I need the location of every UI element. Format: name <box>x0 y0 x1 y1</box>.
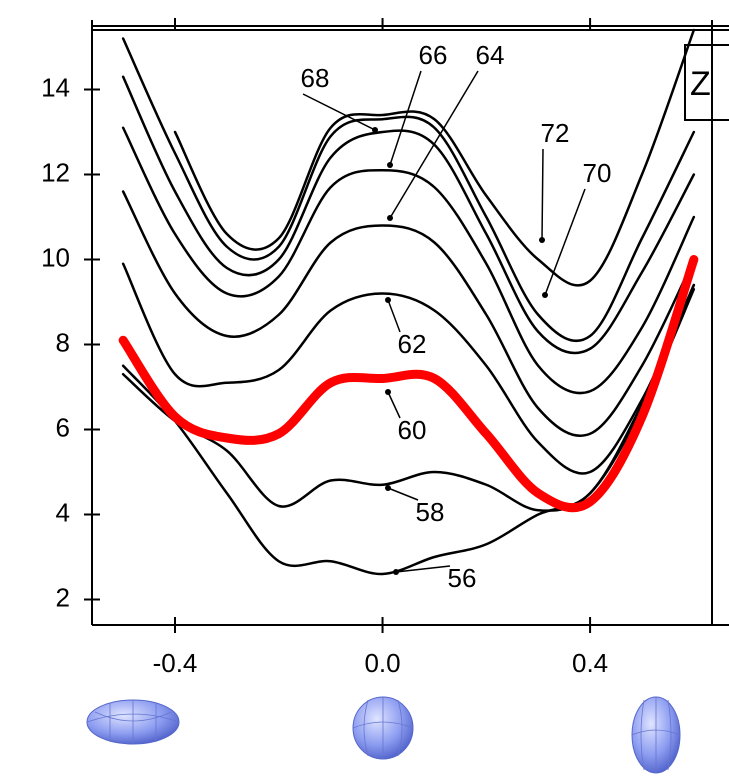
label-arrow <box>387 391 401 419</box>
series-label: 66 <box>419 40 448 70</box>
y-tick-label: 10 <box>41 242 70 272</box>
x-tick-label: 0.0 <box>364 648 400 678</box>
arrow-head <box>542 292 548 298</box>
series-line <box>118 255 699 513</box>
label-arrow <box>395 565 451 573</box>
inset-label: Z <box>690 65 711 103</box>
arrow-head <box>393 569 399 575</box>
label-arrow <box>302 93 376 131</box>
inset-box <box>684 44 729 121</box>
series-label: 60 <box>398 415 427 445</box>
label-arrow <box>387 299 401 333</box>
arrow-head <box>385 297 391 303</box>
series-line <box>121 37 696 342</box>
y-tick-label: 14 <box>41 72 70 102</box>
y-tick-label: 12 <box>41 157 70 187</box>
arrow-head <box>387 162 393 168</box>
y-tick-label: 6 <box>56 412 70 442</box>
series-label: 70 <box>583 158 612 188</box>
series-label: 72 <box>541 118 570 148</box>
series-line <box>121 75 696 355</box>
arrow-head <box>539 237 545 243</box>
label-arrow <box>387 487 419 501</box>
shapes <box>86 696 681 774</box>
label-arrow <box>541 148 544 241</box>
series-line <box>121 190 696 437</box>
series-line <box>121 126 696 395</box>
arrow-head <box>372 127 378 133</box>
series-label: 58 <box>416 497 445 527</box>
x-tick-label: -0.4 <box>153 648 198 678</box>
x-tick-label: 0.4 <box>572 648 608 678</box>
arrow-head <box>387 215 393 221</box>
y-tick-label: 8 <box>56 327 70 357</box>
label-arrow <box>544 188 586 296</box>
series-label: 64 <box>476 40 505 70</box>
series-label: 56 <box>448 563 477 593</box>
series-line <box>121 262 696 475</box>
y-tick-label: 2 <box>56 582 70 612</box>
series-line <box>173 28 696 287</box>
arrow-head <box>385 389 391 395</box>
series-label: 62 <box>398 329 427 359</box>
y-tick-label: 4 <box>56 497 70 527</box>
series-line <box>121 283 696 512</box>
series-label: 68 <box>301 63 330 93</box>
arrow-head <box>385 485 391 491</box>
